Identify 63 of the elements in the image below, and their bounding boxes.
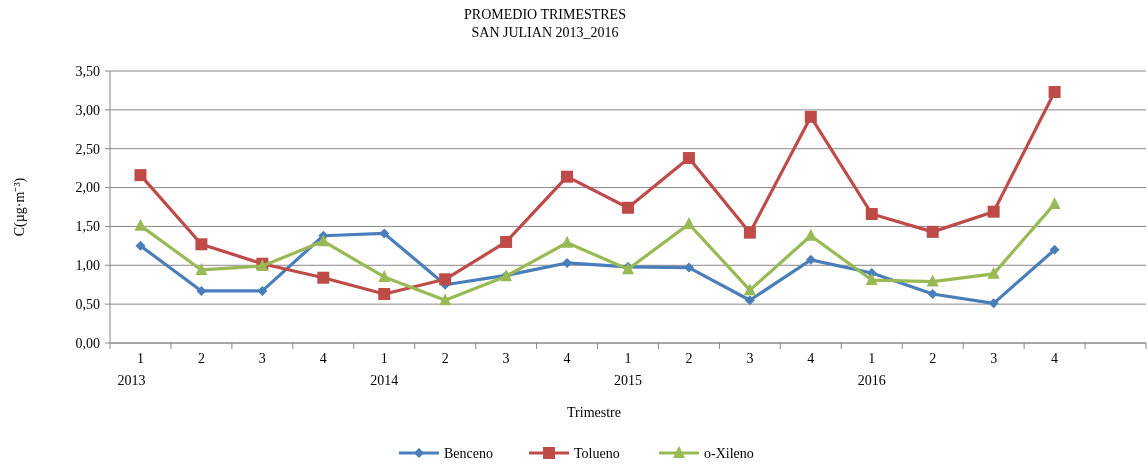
point	[743, 226, 756, 239]
x-tick-label: 1 2015	[614, 351, 642, 388]
y-tick-label: 0,50	[75, 297, 100, 313]
chart-title: PROMEDIO TRIMESTRES SAN JULIAN 2013_2016	[464, 7, 626, 40]
point	[1049, 244, 1060, 255]
x-tick-label: 2	[929, 351, 937, 366]
point	[988, 298, 999, 309]
point	[500, 235, 513, 248]
point	[195, 262, 208, 275]
point	[987, 266, 1000, 279]
legend-label: o-Xileno	[704, 445, 754, 461]
point	[561, 170, 574, 183]
point	[134, 169, 147, 182]
x-tick-label: 3	[990, 351, 998, 366]
point	[865, 207, 878, 220]
point	[926, 225, 939, 238]
x-tick-label: 4	[563, 351, 571, 366]
x-tick-label: 2	[685, 351, 693, 366]
point	[439, 273, 452, 286]
x-tick-label: 2	[197, 351, 205, 366]
point	[257, 285, 268, 296]
y-tick-label: 3,50	[75, 63, 100, 79]
point	[804, 110, 817, 123]
y-tick-label: 1,50	[75, 219, 100, 235]
point	[561, 235, 574, 248]
point	[987, 205, 1000, 218]
x-axis-title: Trimestre	[567, 405, 621, 420]
x-tick-label: 1 2014	[370, 351, 399, 388]
point	[378, 269, 391, 282]
y-tick-label: 3,00	[75, 102, 100, 118]
x-tick-label: 2	[441, 351, 449, 366]
legend-label: Tolueno	[574, 445, 620, 461]
x-tick-label: 4	[319, 351, 327, 366]
y-tick-label: 2,00	[75, 180, 100, 196]
point	[195, 238, 208, 251]
y-tick-label: 1,00	[75, 258, 100, 274]
point	[622, 201, 634, 214]
point	[682, 152, 695, 165]
point	[135, 240, 146, 251]
point	[1048, 85, 1061, 98]
point	[865, 273, 878, 286]
x-tick-label: 4	[1051, 351, 1059, 366]
x-tick-label: 4	[807, 351, 815, 366]
point	[439, 293, 452, 306]
point	[744, 295, 755, 306]
point	[926, 274, 939, 287]
y-axis-title: C(µg·m⁻³)	[12, 177, 28, 237]
point	[317, 234, 330, 247]
point	[378, 288, 391, 301]
legend-label: Benceno	[444, 445, 493, 461]
x-tick-label: 3	[746, 351, 754, 366]
x-tick-label: 3	[502, 351, 510, 366]
x-tick-label: 1 2013	[117, 351, 146, 388]
point	[805, 254, 816, 265]
y-tick-label: 0,00	[75, 335, 100, 351]
point	[1048, 196, 1061, 209]
y-tick-label: 2,50	[75, 141, 100, 157]
x-tick-label: 1 2016	[857, 351, 886, 388]
point	[317, 271, 330, 284]
point	[196, 285, 207, 296]
x-tick-label: 3	[258, 351, 266, 366]
point	[927, 289, 938, 300]
point	[743, 283, 756, 296]
